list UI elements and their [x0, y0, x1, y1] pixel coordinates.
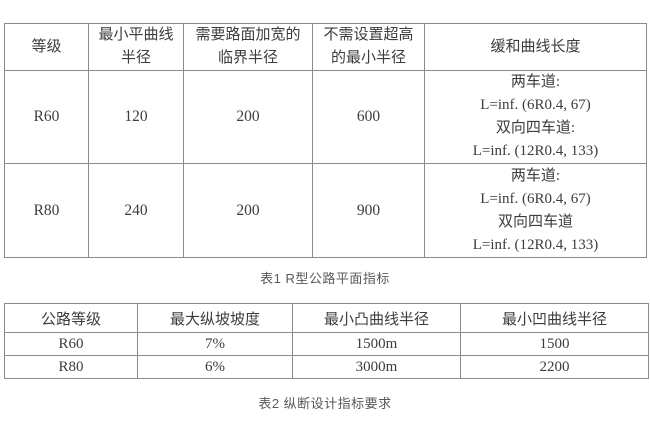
t2-header-road-grade: 公路等级: [4, 303, 138, 333]
t2-r80-min-sag-radius: 2200: [460, 355, 649, 379]
t2-r60-min-crest-radius: 1500m: [292, 332, 461, 356]
t2-r60-min-sag-radius: 1500: [460, 332, 649, 356]
t2-r60-grade: R60: [4, 332, 138, 356]
t1-header-widening-critical-radius: 需要路面加宽的 临界半径: [183, 23, 313, 71]
t2-r80-grade: R80: [4, 355, 138, 379]
table-row-r80: R80 6% 3000m 2200: [4, 355, 649, 379]
t2-r60-max-slope: 7%: [137, 332, 293, 356]
t1-header-no-superelevation-min-radius: 不需设置超高 的最小半径: [312, 23, 425, 71]
t1-header-transition-curve-length: 缓和曲线长度: [424, 23, 647, 71]
t1-r80-widening-critical-radius: 200: [183, 163, 313, 258]
t1-r60-no-superelevation-min-radius: 600: [312, 70, 425, 164]
table-row-r60: R60 7% 1500m 1500: [4, 332, 649, 356]
t1-r80-no-superelevation-min-radius: 900: [312, 163, 425, 258]
table2-header-row: 公路等级 最大纵坡坡度 最小凸曲线半径 最小凹曲线半径: [4, 303, 649, 333]
t2-r80-min-crest-radius: 3000m: [292, 355, 461, 379]
table2-profile-indicators: 公路等级 最大纵坡坡度 最小凸曲线半径 最小凹曲线半径 R60 7% 1500m…: [4, 303, 649, 379]
t1-r60-grade: R60: [4, 70, 89, 164]
t2-header-max-longitudinal-slope: 最大纵坡坡度: [137, 303, 293, 333]
t1-header-grade: 等级: [4, 23, 89, 71]
t1-r80-grade: R80: [4, 163, 89, 258]
t1-header-min-horizontal-curve-radius: 最小平曲线 半径: [88, 23, 184, 71]
table-row-r80: R80 240 200 900 两车道: L=inf. (6R0.4, 67) …: [4, 163, 647, 258]
table2-caption: 表2 纵断设计指标要求: [258, 396, 392, 411]
table1-plane-indicators: 等级 最小平曲线 半径 需要路面加宽的 临界半径 不需设置超高 的最小半径 缓和…: [4, 23, 647, 258]
t1-r80-transition-curve-length: 两车道: L=inf. (6R0.4, 67) 双向四车道 L=inf. (12…: [424, 163, 647, 258]
t2-r80-max-slope: 6%: [137, 355, 293, 379]
t2-header-min-crest-curve-radius: 最小凸曲线半径: [292, 303, 461, 333]
table1-header-row: 等级 最小平曲线 半径 需要路面加宽的 临界半径 不需设置超高 的最小半径 缓和…: [4, 23, 647, 71]
t1-r60-min-horizontal-curve-radius: 120: [88, 70, 184, 164]
t1-r60-widening-critical-radius: 200: [183, 70, 313, 164]
table1-caption: 表1 R型公路平面指标: [260, 271, 390, 286]
t1-r60-transition-curve-length: 两车道: L=inf. (6R0.4, 67) 双向四车道: L=inf. (1…: [424, 70, 647, 164]
t1-r80-min-horizontal-curve-radius: 240: [88, 163, 184, 258]
table-row-r60: R60 120 200 600 两车道: L=inf. (6R0.4, 67) …: [4, 70, 647, 164]
t2-header-min-sag-curve-radius: 最小凹曲线半径: [460, 303, 649, 333]
